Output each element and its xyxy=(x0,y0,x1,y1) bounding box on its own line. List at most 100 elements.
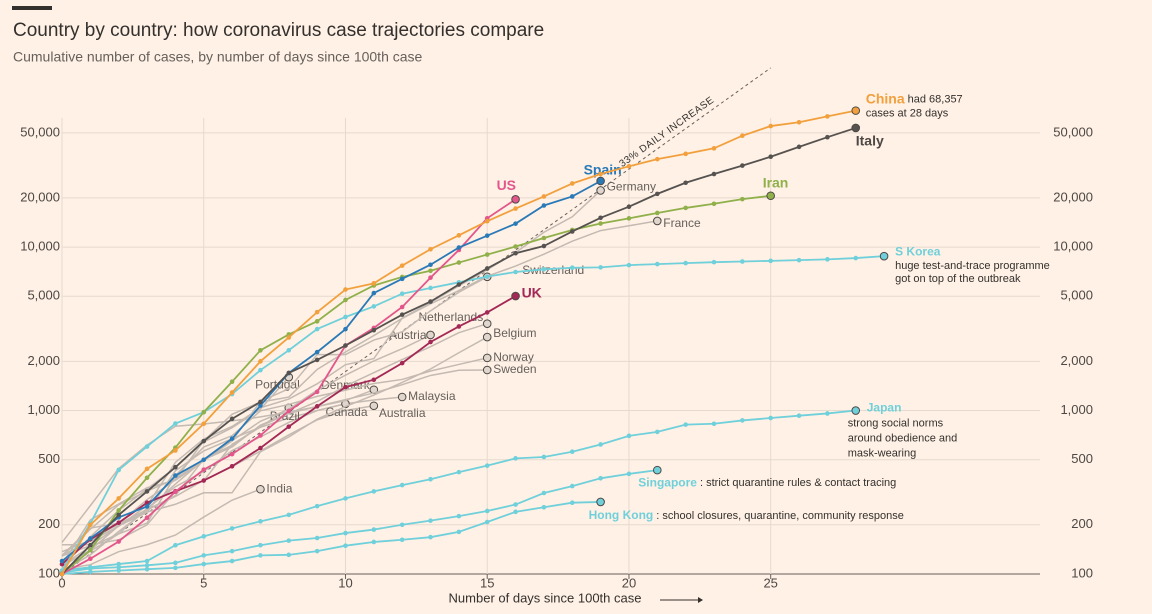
data-point xyxy=(314,389,320,395)
data-point xyxy=(116,467,121,473)
data-point xyxy=(541,504,547,510)
data-point xyxy=(371,377,377,383)
data-point xyxy=(173,565,178,571)
data-point xyxy=(144,500,150,506)
data-point xyxy=(513,502,518,507)
data-point xyxy=(399,312,405,317)
data-point xyxy=(286,552,292,558)
end-point xyxy=(851,406,861,415)
data-point xyxy=(286,347,292,353)
y-tick-label-right: 10,000 xyxy=(1053,239,1093,254)
series-label: France xyxy=(663,216,701,230)
data-point xyxy=(201,467,207,472)
series-line xyxy=(61,469,658,574)
data-point xyxy=(314,309,320,315)
data-point xyxy=(711,146,717,151)
data-point xyxy=(569,449,575,455)
data-point xyxy=(88,569,93,575)
data-point xyxy=(116,508,121,513)
data-point xyxy=(258,553,263,558)
data-point xyxy=(513,244,518,249)
data-point xyxy=(428,518,433,523)
series-label: S Korea xyxy=(895,244,941,258)
data-point xyxy=(683,205,688,211)
series-note: around obedience and xyxy=(848,432,957,444)
data-point xyxy=(683,151,688,157)
data-point xyxy=(626,471,632,477)
series-line-muted xyxy=(61,276,488,566)
data-point xyxy=(541,194,547,199)
end-point xyxy=(653,216,662,226)
data-point xyxy=(541,454,547,460)
data-point xyxy=(825,134,830,140)
data-point xyxy=(796,413,802,418)
data-point xyxy=(626,164,632,169)
data-point xyxy=(796,144,802,150)
x-tick-label: 5 xyxy=(200,575,207,590)
data-point xyxy=(541,490,547,496)
x-tick-label: 20 xyxy=(622,575,636,590)
data-point xyxy=(456,469,462,475)
end-point xyxy=(482,332,492,342)
data-point xyxy=(144,566,150,572)
series-label: Belgium xyxy=(493,326,536,340)
data-point xyxy=(711,259,717,265)
data-point xyxy=(229,451,235,457)
data-point xyxy=(371,527,377,532)
data-point xyxy=(598,221,603,226)
data-point xyxy=(513,206,518,211)
series-label: Iran xyxy=(763,174,789,190)
data-point xyxy=(258,433,263,438)
data-point xyxy=(825,257,830,262)
data-point xyxy=(569,483,575,489)
data-point xyxy=(88,542,93,548)
data-point xyxy=(343,287,348,292)
series-label: Netherlands xyxy=(418,310,483,324)
data-point xyxy=(314,548,320,554)
data-point xyxy=(144,475,150,481)
data-point xyxy=(598,476,603,481)
data-point xyxy=(853,255,859,261)
data-point xyxy=(144,504,150,509)
data-point xyxy=(201,409,207,415)
x-tick-label: 15 xyxy=(480,575,494,590)
series-note: cases at 28 days xyxy=(866,108,949,120)
data-point xyxy=(371,489,377,494)
data-point xyxy=(484,252,490,257)
data-point xyxy=(768,154,773,160)
data-point xyxy=(513,250,518,256)
series-line xyxy=(61,409,856,572)
data-point xyxy=(598,442,603,447)
data-point xyxy=(144,515,150,521)
data-point xyxy=(399,522,405,528)
data-point xyxy=(88,536,93,541)
data-point xyxy=(598,171,603,177)
data-point xyxy=(144,466,150,472)
data-point xyxy=(343,530,348,536)
data-point xyxy=(173,560,178,566)
series-label: UK xyxy=(522,285,542,301)
data-point xyxy=(569,181,575,186)
data-point xyxy=(768,258,773,264)
data-point xyxy=(314,326,320,332)
data-point xyxy=(201,553,207,558)
data-point xyxy=(116,539,121,544)
data-point xyxy=(144,563,150,568)
data-point xyxy=(740,163,745,168)
data-point xyxy=(258,359,263,364)
data-point xyxy=(286,512,292,518)
data-point xyxy=(201,457,207,463)
data-point xyxy=(399,276,405,282)
data-point xyxy=(598,265,603,270)
data-point xyxy=(740,259,745,264)
data-point xyxy=(343,384,348,390)
x-axis-arrowhead xyxy=(698,597,703,603)
data-point xyxy=(258,445,263,451)
series-label: Italy xyxy=(856,133,884,149)
data-point xyxy=(88,547,93,553)
end-point xyxy=(511,195,520,204)
data-point xyxy=(258,403,263,408)
end-point xyxy=(879,251,889,261)
y-tick-label-right: 200 xyxy=(1071,516,1093,531)
data-point xyxy=(428,534,433,540)
